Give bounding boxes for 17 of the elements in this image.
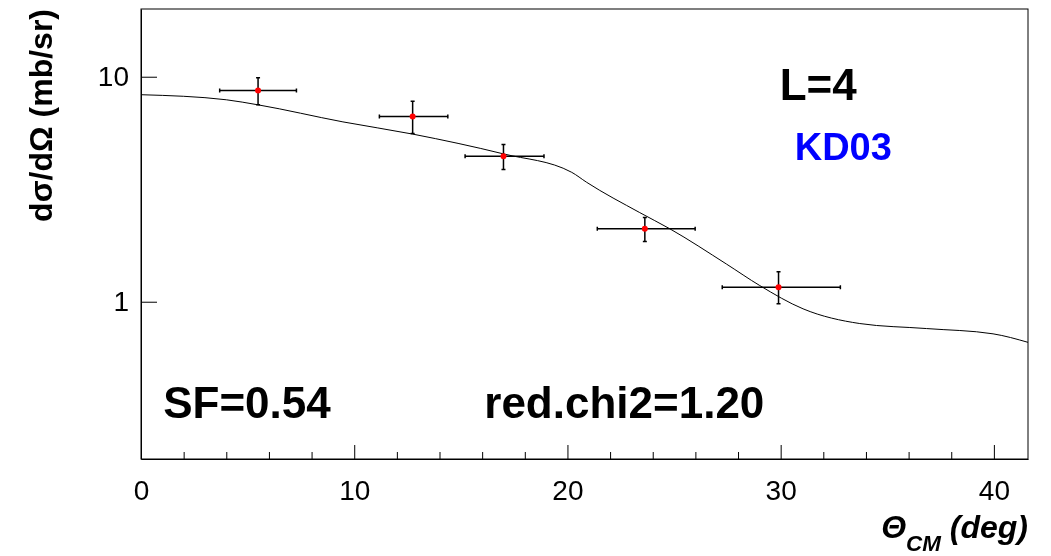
y-axis-title: dσ/dΩ (mb/sr) [23,9,59,222]
annotation: SF=0.54 [163,378,332,427]
annotation: red.chi2=1.20 [484,378,765,427]
point [641,225,648,232]
x-tick-label: 10 [339,474,371,506]
x-tick-label: 30 [765,474,797,506]
x-tick-label: 0 [133,474,150,506]
point [500,153,507,160]
annotation: L=4 [779,60,858,109]
x-axis-title: Θ$_{CM}$ (deg) [881,509,1028,556]
point [409,113,416,120]
x-tick-label: 40 [978,474,1010,506]
annotation: KD03 [794,126,892,168]
y-tick-label: 1 [113,286,129,318]
x-tick-label: 20 [552,474,584,506]
point [775,284,782,291]
point [255,87,262,94]
